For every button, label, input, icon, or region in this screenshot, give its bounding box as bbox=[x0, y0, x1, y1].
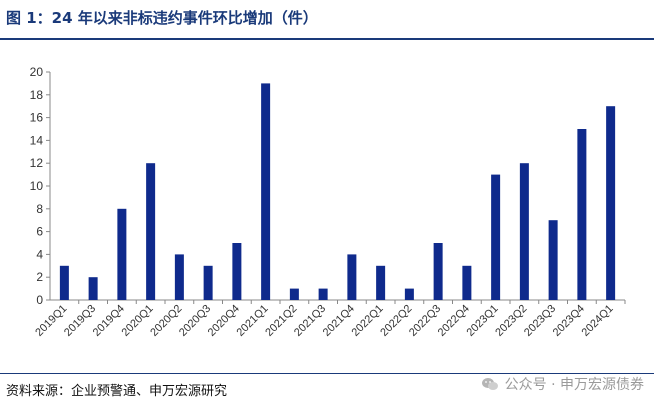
bar bbox=[606, 106, 616, 300]
bar bbox=[404, 288, 414, 300]
bar bbox=[376, 265, 386, 300]
y-tick-label: 10 bbox=[30, 179, 44, 193]
bar bbox=[491, 174, 501, 300]
bar bbox=[88, 277, 98, 300]
watermark: 公众号 · 申万宏源债券 bbox=[481, 374, 644, 394]
bar bbox=[289, 288, 299, 300]
bar bbox=[203, 265, 213, 300]
y-tick-label: 14 bbox=[30, 133, 44, 147]
bar bbox=[261, 83, 271, 301]
bar bbox=[577, 129, 587, 300]
y-tick-label: 8 bbox=[36, 202, 43, 216]
title-rule bbox=[0, 38, 654, 40]
y-tick-label: 16 bbox=[30, 111, 44, 125]
bar bbox=[59, 265, 69, 300]
bar-chart: 024681012141618202019Q12019Q32019Q42020Q… bbox=[30, 65, 626, 339]
bar bbox=[462, 265, 472, 300]
bar bbox=[117, 208, 127, 300]
bar bbox=[347, 254, 357, 300]
footer-rule bbox=[0, 373, 654, 374]
wechat-icon bbox=[481, 378, 498, 390]
source-note: 资料来源：企业预警通、申万宏源研究 bbox=[6, 384, 228, 399]
bar bbox=[519, 163, 529, 300]
y-tick-label: 12 bbox=[30, 156, 44, 170]
figure-title: 图 1：24 年以来非标违约事件环比增加（件） bbox=[6, 9, 318, 27]
bar bbox=[146, 163, 156, 300]
y-tick-label: 2 bbox=[36, 270, 43, 284]
x-tick-label: 2024Q1 bbox=[580, 303, 616, 339]
y-tick-label: 6 bbox=[36, 225, 43, 239]
watermark-text: 公众号 · 申万宏源债券 bbox=[504, 377, 644, 393]
bar bbox=[548, 220, 558, 300]
y-tick-label: 18 bbox=[30, 88, 44, 102]
bar bbox=[318, 288, 328, 300]
bar bbox=[232, 243, 242, 300]
y-tick-label: 0 bbox=[36, 293, 43, 307]
y-tick-label: 20 bbox=[30, 65, 44, 79]
y-tick-label: 4 bbox=[36, 247, 43, 261]
bar bbox=[174, 254, 184, 300]
bar bbox=[433, 243, 443, 300]
